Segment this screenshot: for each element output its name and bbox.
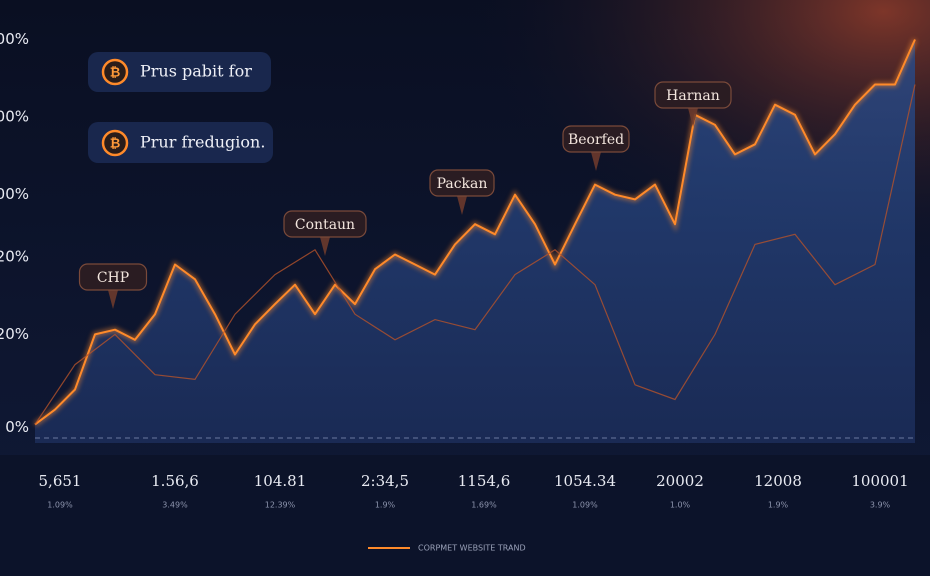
y-tick-label: 20% bbox=[0, 325, 29, 343]
x-tick-sublabel: 1.0% bbox=[670, 501, 691, 510]
info-box bbox=[88, 52, 271, 92]
x-tick-label: 1054.34 bbox=[554, 472, 616, 490]
annotation-pointer bbox=[108, 290, 118, 309]
coin-symbol: ₿ bbox=[110, 137, 121, 152]
annotation-pointer bbox=[591, 152, 601, 171]
annotation-label: Packan bbox=[437, 176, 488, 192]
y-tick-label: 20% bbox=[0, 247, 29, 265]
coin-symbol: ₿ bbox=[110, 66, 121, 81]
x-tick-label: 12008 bbox=[754, 472, 802, 490]
annotation-label: Harnan bbox=[666, 88, 720, 104]
plot bbox=[33, 38, 918, 443]
x-tick-label: 104.81 bbox=[254, 472, 307, 490]
x-tick-label: 1154,6 bbox=[458, 472, 511, 490]
coin-icon bbox=[101, 129, 129, 157]
annotation-box bbox=[562, 125, 630, 153]
x-tick-label: 1.56,6 bbox=[151, 472, 199, 490]
info-text: Prus pabit for bbox=[140, 62, 252, 81]
x-tick-sublabel: 1.69% bbox=[471, 501, 497, 510]
x-tick-sublabel: 1.09% bbox=[47, 501, 73, 510]
legend-label: CORPMET WEBSITE TRAND bbox=[418, 544, 526, 553]
y-tick-label: 00% bbox=[0, 108, 29, 126]
annotation-box bbox=[429, 169, 495, 197]
annotation-box bbox=[654, 81, 732, 109]
x-tick-sublabel: 3.49% bbox=[162, 501, 188, 510]
x-tick-sublabel: 3.9% bbox=[870, 501, 891, 510]
axis-band bbox=[0, 455, 930, 576]
annotation-label: CHP bbox=[97, 270, 129, 286]
x-tick-label: 5,651 bbox=[39, 472, 82, 490]
area bbox=[35, 39, 915, 443]
annotation-pointer bbox=[457, 196, 467, 215]
x-tick-sublabel: 12.39% bbox=[265, 501, 296, 510]
x-tick-sublabel: 1.9% bbox=[375, 501, 396, 510]
y-tick-label: 0% bbox=[5, 418, 29, 436]
line bbox=[34, 84, 916, 425]
annotation-pointer bbox=[320, 237, 330, 256]
x-tick-label: 2:34,5 bbox=[361, 472, 409, 490]
annotation-label: Contaun bbox=[295, 217, 355, 233]
info-text: Prur fredugion. bbox=[140, 133, 265, 152]
info-box bbox=[88, 122, 273, 163]
line bbox=[34, 39, 916, 426]
annotation-pointer bbox=[688, 108, 698, 127]
y-tick-label: 00% bbox=[0, 30, 29, 48]
y-tick-label: 00% bbox=[0, 185, 29, 203]
annotation-box bbox=[78, 263, 148, 291]
x-tick-label: 20002 bbox=[656, 472, 704, 490]
coin-icon bbox=[101, 58, 129, 86]
x-tick-sublabel: 1.9% bbox=[768, 501, 789, 510]
x-tick-sublabel: 1.09% bbox=[572, 501, 598, 510]
x-tick-label: 100001 bbox=[851, 472, 908, 490]
annotation-box bbox=[283, 210, 367, 238]
annotation-label: Beorfed bbox=[568, 132, 624, 148]
